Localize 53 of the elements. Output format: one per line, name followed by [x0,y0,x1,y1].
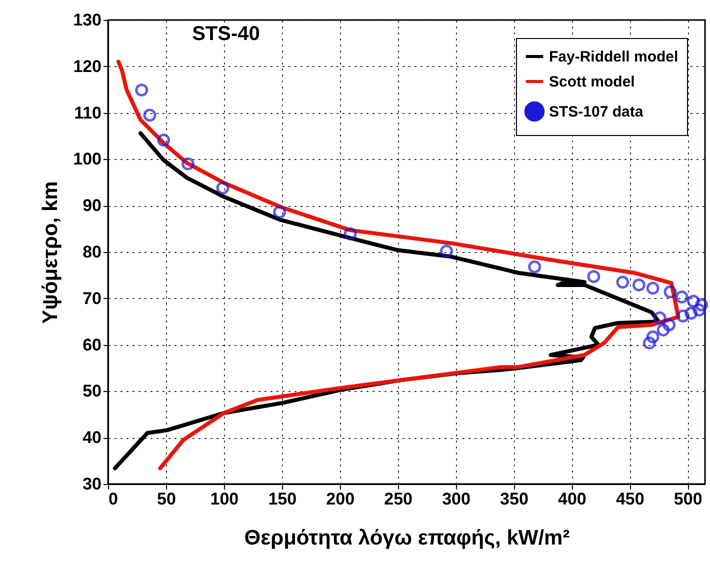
x-tick-label: 400 [558,490,586,508]
legend-label: STS-107 data [549,104,644,120]
point [695,298,708,312]
x-tick-label: 0 [108,490,118,508]
y-tick-label: 40 [82,428,102,448]
x-tick-label: 50 [157,490,176,508]
point [273,206,286,219]
point [528,260,542,274]
x-tick-label: 450 [616,490,644,508]
point [587,270,600,284]
point [632,278,646,292]
point [181,157,194,170]
point [143,108,156,122]
point [157,134,170,147]
x-tick-label: 200 [326,490,355,508]
x-tick-label: 150 [268,490,297,508]
point [646,282,660,295]
point [344,227,357,240]
y-tick-label: 80 [82,242,102,262]
x-tick-label: 300 [442,490,470,508]
x-axis-title: Θερμότητα λόγω επαφής, kW/m² [244,526,570,550]
y-tick-label: 130 [73,10,102,30]
y-tick-label: 120 [73,56,102,76]
point [675,290,688,304]
point [135,84,148,97]
point [686,294,700,308]
point [216,181,230,194]
point [646,330,660,344]
x-tick-label: 100 [210,490,239,508]
point [653,311,666,324]
point [662,318,676,332]
legend-label: Fay-Riddell model [549,48,678,66]
y-tick-label: 30 [82,474,102,494]
x-tick-label: 350 [500,490,528,508]
annotation: STS-40 [192,23,260,45]
point [664,285,677,298]
point [616,276,630,289]
y-tick-label: 100 [73,150,102,169]
x-tick-label: 250 [384,490,412,508]
point [684,306,698,320]
point [692,304,706,316]
point [440,244,453,258]
point [656,323,670,336]
y-axis-title: Υψόμετρο, km [39,181,62,324]
point [676,310,690,323]
y-tick-label: 90 [82,196,102,216]
y-tick-label: 60 [82,335,102,354]
legend-label: Scott model [549,74,635,90]
y-tick-label: 110 [74,103,102,122]
y-tick-label: 70 [82,288,102,308]
y-tick-label: 50 [82,382,102,401]
x-tick-label: 500 [674,490,702,508]
point [642,336,656,350]
